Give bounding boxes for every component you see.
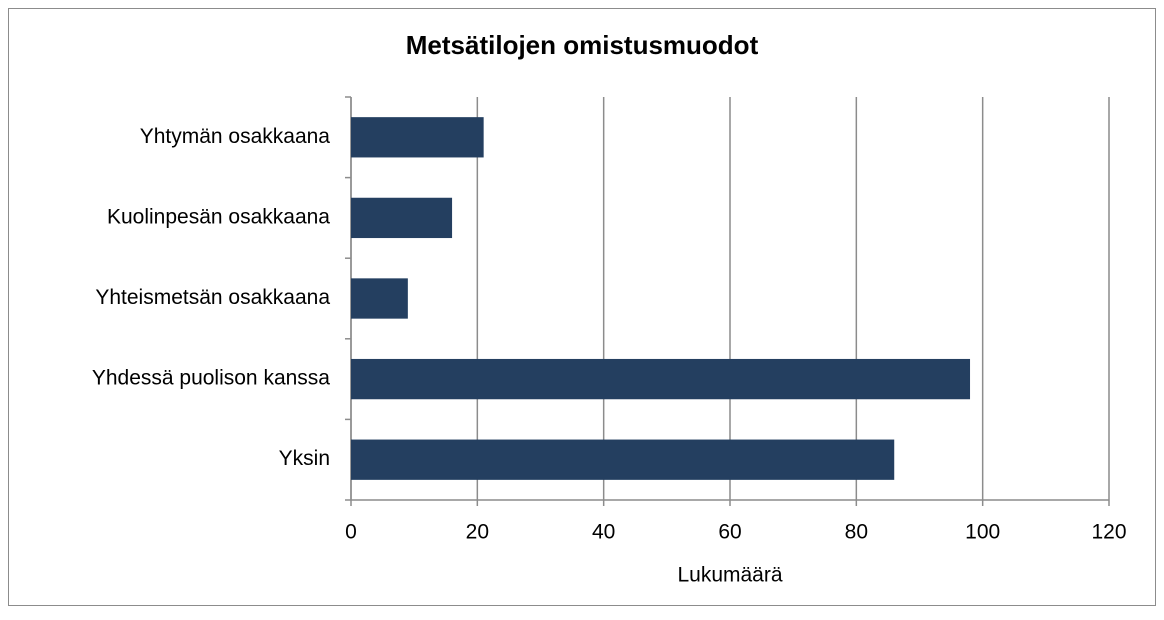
bar bbox=[351, 439, 895, 480]
x-tick-label: 120 bbox=[1091, 521, 1126, 544]
bar bbox=[351, 278, 408, 319]
bar bbox=[351, 358, 971, 400]
chart-title: Metsätilojen omistusmuodot bbox=[406, 30, 759, 60]
y-tick-label: Yhteismetsän osakkaana bbox=[95, 286, 330, 309]
x-axis-label: Lukumäärä bbox=[677, 564, 782, 587]
chart-border bbox=[8, 8, 1156, 606]
y-tick-label: Yksin bbox=[279, 447, 330, 470]
x-tick-label: 40 bbox=[592, 521, 615, 544]
bar bbox=[351, 197, 453, 239]
x-tick-label: 20 bbox=[466, 521, 489, 544]
x-tick-label: 80 bbox=[845, 521, 868, 544]
y-tick-label: Yhdessä puolison kanssa bbox=[92, 367, 330, 390]
x-tick-label: 100 bbox=[965, 521, 1000, 544]
y-tick-label: Yhtymän osakkaana bbox=[140, 125, 331, 148]
x-tick-label: 0 bbox=[345, 521, 357, 544]
y-tick-label: Kuolinpesän osakkaana bbox=[107, 205, 330, 228]
x-tick-label: 60 bbox=[718, 521, 741, 544]
bar bbox=[351, 117, 484, 158]
